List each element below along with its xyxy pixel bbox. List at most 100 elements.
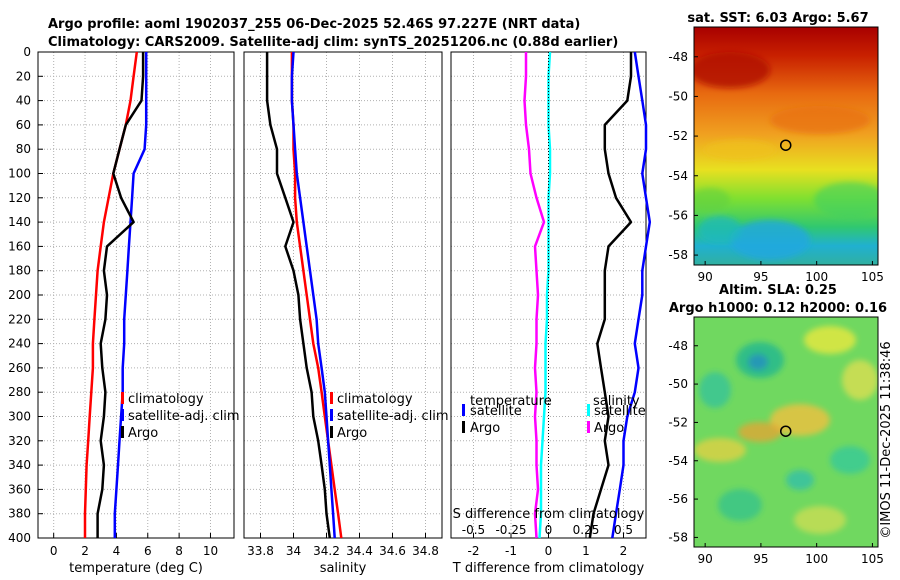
sla-map-title-line-1: Altim. SLA: 0.25	[719, 283, 837, 298]
salinity-frame	[243, 51, 443, 539]
temperature-xtick-label: 6	[144, 544, 152, 558]
temperature-legend-swatch	[121, 426, 124, 438]
temperature-ytick-label: 260	[8, 361, 31, 375]
difference-series-temperature-argo	[588, 52, 633, 539]
sla-argo-location-marker	[779, 425, 792, 437]
salinity-profile-panel: 33.8 34 34.2 34.4 34.6 34.8 salinity climatolog…	[243, 51, 449, 576]
sla-map-ytick-label: -56	[668, 492, 688, 506]
sla-heatmap	[694, 317, 878, 547]
temperature-series-argo	[96, 52, 145, 538]
difference-series-temperature-satellite	[611, 51, 652, 539]
watermark: ©IMOS 11-Dec-2025 11:38:46	[879, 341, 894, 538]
difference-legend-temperature-entry: Argo	[470, 421, 500, 436]
difference-xlabel: T difference from climatology	[452, 561, 645, 576]
difference-legend-salinity-entry: satellite	[594, 404, 646, 419]
temperature-ytick-label: 400	[8, 531, 31, 545]
salinity-xtick-label: 34	[286, 544, 301, 558]
temperature-ytick-label: 240	[8, 337, 31, 351]
salinity-legend-swatch	[330, 426, 333, 438]
sla-map-xtick-label: 105	[861, 552, 884, 566]
temperature-ytick-label: 160	[8, 239, 31, 253]
sst-map-ytick-label: -48	[668, 50, 688, 64]
difference-profile-panel: -2 -1 0 1 2 T difference from climatology S di…	[450, 51, 652, 576]
difference-xtick-top-label: 0.5	[614, 523, 633, 537]
salinity-series-argo	[265, 52, 332, 539]
sst-map-title: sat. SST: 6.03 Argo: 5.67	[687, 11, 868, 26]
title-line-2: Climatology: CARS2009. Satellite-adj cli…	[48, 35, 618, 50]
sla-map-xtick-label: 90	[698, 552, 713, 566]
difference-legend-salinity-header: salinity	[593, 394, 640, 409]
sst-argo-location-marker	[779, 139, 792, 151]
sla-map-ytick-label: -50	[668, 377, 688, 391]
difference-xtick-top-label: 0	[545, 523, 553, 537]
difference-legend-salinity-swatch	[587, 421, 590, 433]
sst-map-ytick-label: -54	[668, 169, 688, 183]
temperature-series-satellite-adj-clim	[113, 52, 148, 538]
temperature-ytick-label: 20	[16, 69, 31, 83]
temperature-ytick-label: 320	[8, 434, 31, 448]
sst-map-ytick-label: -56	[668, 208, 688, 222]
difference-xtick-label: -2	[468, 544, 480, 558]
difference-xlabel-top: S difference from climatology	[453, 507, 645, 522]
temperature-xtick-label: 0	[50, 544, 58, 558]
sst-map-xtick-label: 105	[861, 270, 884, 284]
temperature-xtick-label: 10	[203, 544, 218, 558]
temperature-xtick-label: 8	[175, 544, 183, 558]
difference-xtick-label: -1	[505, 544, 517, 558]
temperature-ytick-label: 80	[16, 142, 31, 156]
temperature-legend-entry: climatology	[128, 392, 204, 407]
temperature-ytick-label: 100	[8, 167, 31, 181]
temperature-frame	[37, 51, 235, 539]
temperature-ytick-label: 140	[8, 215, 31, 229]
difference-legend-temperature-swatch	[462, 404, 465, 416]
salinity-legend-entry: satellite-adj. clim	[337, 409, 449, 424]
sla-map-ytick-label: -58	[668, 530, 688, 544]
difference-series-salinity-argo	[523, 52, 546, 539]
difference-legend-temperature-header: temperature	[470, 394, 552, 409]
sst-map-ytick-label: -52	[668, 129, 688, 143]
sla-map-axes: 90 95 100 105 -48 -50 -52 -54 -56 -58	[668, 339, 883, 566]
sla-map-title-line-2: Argo h1000: 0.12 h2000: 0.16	[669, 301, 887, 316]
temperature-ytick-label: 200	[8, 288, 31, 302]
sst-map-xtick-label: 95	[753, 270, 768, 284]
temperature-ytick-label: 380	[8, 507, 31, 521]
salinity-xlabel: salinity	[320, 561, 367, 576]
difference-xtick-top-label: -0.5	[462, 523, 485, 537]
difference-xtick-label: 1	[582, 544, 590, 558]
salinity-xtick-label: 33.8	[247, 544, 274, 558]
temperature-ytick-label: 40	[16, 94, 31, 108]
sla-map-xtick-label: 100	[805, 552, 828, 566]
temperature-legend-swatch	[121, 392, 124, 404]
temperature-ytick-label: 360	[8, 482, 31, 496]
temperature-xlabel: temperature (deg C)	[69, 561, 203, 576]
salinity-xtick-label: 34.4	[346, 544, 373, 558]
sla-map-frame	[693, 316, 879, 548]
difference-xtick-top-label: 0.25	[573, 523, 600, 537]
sst-map-frame	[693, 26, 879, 266]
title-line-1: Argo profile: aoml 1902037_255 06-Dec-20…	[48, 17, 580, 32]
temperature-legend-entry: Argo	[128, 426, 158, 441]
sst-map-xtick-label: 100	[805, 270, 828, 284]
sla-map-ytick-label: -54	[668, 454, 688, 468]
temperature-ytick-label: 180	[8, 264, 31, 278]
salinity-xtick-label: 34.6	[379, 544, 406, 558]
sla-map-xtick-label: 95	[753, 552, 768, 566]
salinity-xtick-label: 34.2	[313, 544, 340, 558]
salinity-legend-entry: climatology	[337, 392, 413, 407]
difference-legend-salinity-entry: Argo	[594, 421, 624, 436]
difference-xtick-label: 2	[620, 544, 628, 558]
sst-heatmap	[694, 27, 878, 265]
temperature-xtick-label: 2	[81, 544, 89, 558]
temperature-xtick-label: 4	[113, 544, 121, 558]
temperature-ytick-label: 60	[16, 118, 31, 132]
temperature-ytick-label: 300	[8, 410, 31, 424]
temperature-ytick-label: 120	[8, 191, 31, 205]
temperature-ytick-label: 280	[8, 385, 31, 399]
sla-map-ytick-label: -52	[668, 415, 688, 429]
difference-xtick-top-label: -0.25	[495, 523, 526, 537]
temperature-profile-panel: 0 2 4 6 8 10020406080100120140160180200220240…	[8, 45, 240, 576]
difference-legend-temperature-swatch	[462, 421, 465, 433]
temperature-legend-entry: satellite-adj. clim	[128, 409, 240, 424]
sst-map-ytick-label: -58	[668, 248, 688, 262]
difference-legend-salinity-swatch	[587, 404, 590, 416]
